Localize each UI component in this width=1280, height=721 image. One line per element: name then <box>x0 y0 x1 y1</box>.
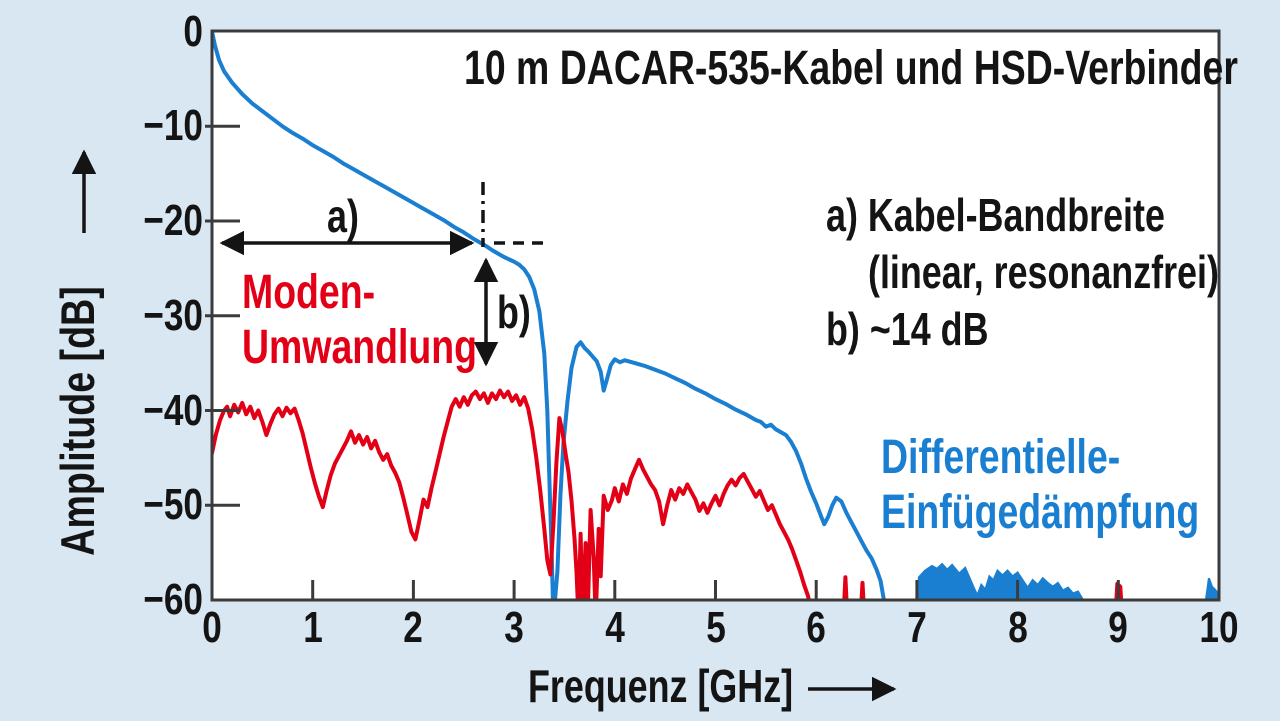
series-differential-insertion-loss <box>213 30 886 600</box>
y-tick-label: −50 <box>143 480 203 530</box>
tick-marks <box>205 124 1120 599</box>
x-tick-label: 1 <box>302 603 323 652</box>
x-axis-label: Frequenz [GHz] <box>528 660 794 712</box>
y-tick-label: 0 <box>183 6 203 56</box>
marker-a-label: a) <box>327 190 359 242</box>
insertion-loss-label-line1: Differentielle- <box>881 431 1121 484</box>
x-tick-label: 8 <box>1007 603 1028 652</box>
x-tick-label: 3 <box>504 603 524 652</box>
x-tick-label: 6 <box>806 603 826 652</box>
mode-conversion-label-line1: Moden- <box>242 266 376 319</box>
series-mode-conversion <box>213 388 1215 600</box>
x-tick-label: 7 <box>907 603 927 652</box>
mode-conversion-label-line2: Umwandlung <box>242 321 478 374</box>
x-tick-label: 4 <box>604 603 625 652</box>
y-tick-label: −40 <box>143 385 203 435</box>
series-insertion-loss-noise-floor <box>915 562 1085 600</box>
x-tick-label: 10 <box>1199 603 1239 652</box>
series-insertion-loss-noise-floor-2 <box>1204 577 1219 600</box>
plot-area <box>212 31 1219 600</box>
x-tick-label: 5 <box>705 603 726 652</box>
insertion-loss-label-line2: Einfügedämpfung <box>881 486 1200 539</box>
annotation-layer <box>71 149 897 702</box>
y-tick-label: −60 <box>143 575 203 624</box>
plot-border <box>210 29 1221 602</box>
legend-line-a: a) Kabel-Bandbreite <box>826 189 1165 241</box>
y-tick-label: −30 <box>143 290 203 340</box>
legend-line-a2: (linear, resonanzfrei) <box>868 246 1219 298</box>
y-tick-label: −10 <box>143 101 203 151</box>
legend-line-b: b) ~14 dB <box>826 303 989 355</box>
marker-b-label: b) <box>497 286 531 338</box>
x-tick-label: 9 <box>1108 603 1129 652</box>
x-tick-label: 2 <box>403 603 424 652</box>
series-layer <box>213 30 1219 600</box>
y-tick-label: −20 <box>143 196 203 245</box>
chart-title: 10 m DACAR-535-Kabel und HSD-Verbinder <box>464 42 1238 95</box>
x-tick-label: 0 <box>202 603 222 652</box>
